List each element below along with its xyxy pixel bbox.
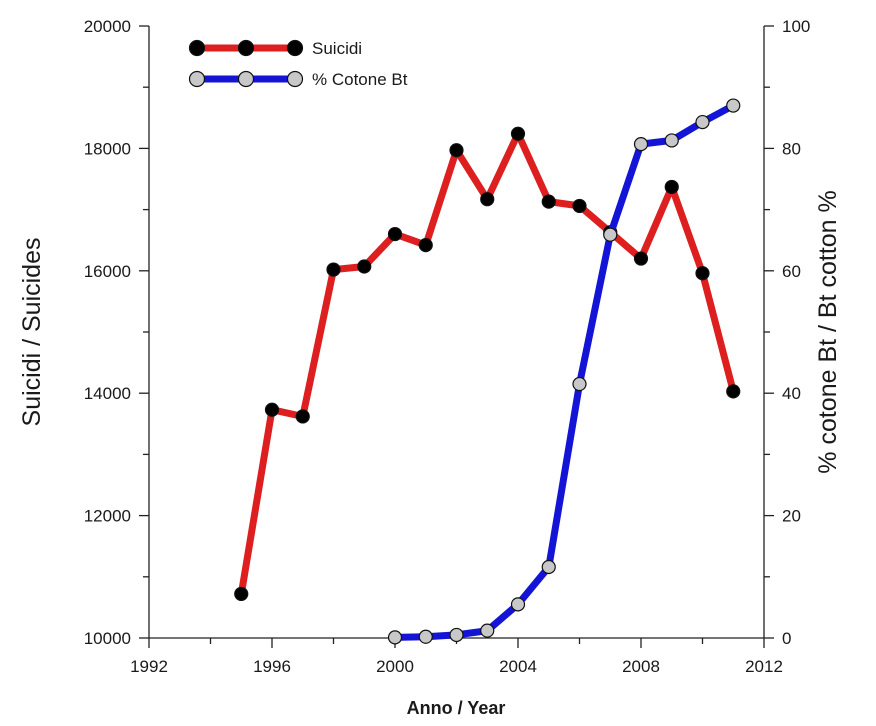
x-tick-label: 1992 [130, 657, 168, 676]
y-left-tick-label: 20000 [84, 17, 131, 36]
data-point-bt-cotton [418, 629, 433, 644]
data-point-suicides [357, 259, 372, 274]
data-point-suicides [387, 226, 403, 242]
data-point-suicides [510, 126, 526, 141]
y-right-tick-label: 20 [782, 507, 801, 526]
data-point-bt-cotton [633, 137, 649, 152]
legend-swatch-marker [237, 70, 255, 88]
data-point-bt-cotton [480, 623, 495, 638]
x-tick-label: 2012 [745, 657, 783, 676]
legend-swatch-marker [286, 70, 304, 88]
data-point-suicides [726, 384, 741, 399]
legend: Suicidi % Cotone Bt [188, 39, 408, 89]
data-point-suicides [326, 262, 341, 277]
y-axis-left-title: Suicidi / Suicides [18, 238, 46, 427]
data-point-suicides [695, 266, 710, 281]
data-point-suicides [633, 251, 649, 266]
data-point-suicides [541, 194, 556, 209]
y-left-tick-label: 12000 [84, 507, 131, 526]
y-left-tick-label: 10000 [84, 629, 131, 648]
legend-label-suicides: Suicidi [312, 39, 362, 58]
data-point-suicides [295, 409, 310, 424]
axes: 1992 1996 2000 2004 2008 2012 10000 12000 14000 1… [84, 17, 811, 676]
data-point-bt-cotton [449, 627, 464, 643]
y-left-tick-label: 18000 [84, 139, 131, 158]
data-point-suicides [418, 237, 433, 253]
y-right-tick-label: 80 [782, 139, 801, 158]
y-right-tick-label: 0 [782, 629, 791, 648]
data-point-suicides [234, 586, 249, 602]
x-tick-label: 1996 [253, 657, 291, 676]
x-tick-label: 2008 [622, 657, 660, 676]
y-left-tick-label: 16000 [84, 262, 131, 281]
legend-swatch-marker [188, 39, 206, 57]
y-left-tick-label: 14000 [84, 384, 131, 403]
data-point-bt-cotton [510, 597, 526, 612]
data-point-bt-cotton [387, 630, 403, 645]
y-right-tick-label: 100 [782, 17, 810, 36]
x-tick-label: 2000 [376, 657, 414, 676]
series-bt-cotton [387, 98, 741, 645]
legend-item-suicides: Suicidi [188, 39, 362, 58]
legend-swatch-marker [286, 39, 304, 57]
data-point-suicides [449, 143, 464, 158]
y-axis-right-title: % cotone Bt / Bt cotton % [814, 190, 842, 473]
data-point-suicides [480, 192, 495, 207]
legend-item-bt-cotton: % Cotone Bt [188, 70, 408, 89]
legend-label-bt-cotton: % Cotone Bt [312, 70, 408, 89]
y-right-tick-label: 40 [782, 384, 801, 403]
data-point-suicides [264, 402, 280, 417]
data-point-bt-cotton [603, 227, 618, 242]
series-suicides [234, 126, 741, 602]
data-point-bt-cotton [664, 133, 679, 148]
data-point-bt-cotton [572, 376, 587, 392]
data-point-bt-cotton [695, 114, 710, 130]
data-point-bt-cotton [726, 98, 741, 113]
series-layer [234, 98, 741, 645]
legend-swatch-marker [188, 70, 206, 88]
y-right-tick-label: 60 [782, 262, 801, 281]
data-point-bt-cotton [541, 559, 556, 575]
data-point-suicides [664, 179, 679, 195]
x-tick-label: 2004 [499, 657, 537, 676]
x-axis-title: Anno / Year [407, 698, 506, 718]
legend-swatch-marker [237, 39, 255, 57]
data-point-suicides [572, 198, 587, 214]
